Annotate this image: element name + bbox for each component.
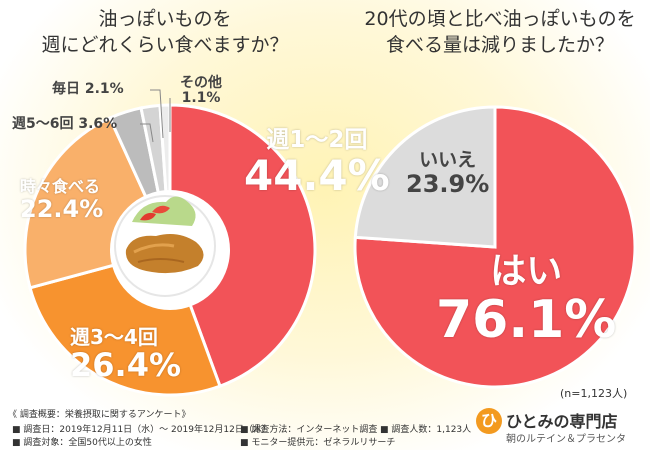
question-2-title: 20代の頃と比べ油っぽいものを 食べる量は減りましたか？ bbox=[350, 6, 650, 58]
slice-label-weekly-1-2: 週1～2回 44.4% bbox=[244, 127, 390, 201]
slice-label-sometimes: 時々食べる 22.4% bbox=[20, 177, 104, 223]
food-photo bbox=[114, 195, 216, 297]
question-2-line-1: 20代の頃と比べ油っぽいものを bbox=[364, 8, 636, 30]
survey-heading: 《 調査概要：栄養摂取に関するアンケート》 bbox=[8, 410, 191, 420]
survey-summary: 《 調査概要：栄養摂取に関するアンケート》 ■ 調査日：2019年12月11日（… bbox=[0, 404, 650, 450]
pie-chart-reduced bbox=[353, 105, 637, 389]
logo-subtitle: 朝のルテイン＆プラセンタ bbox=[506, 434, 626, 445]
slice-label-weekly-3-4: 週3～4回 26.4% bbox=[70, 325, 182, 384]
question-2-line-2: 食べる量は減りましたか？ bbox=[385, 34, 614, 56]
pie-slice bbox=[168, 103, 317, 389]
brand-logo: ひ ひとみの専門店 朝のルテイン＆プラセンタ bbox=[476, 404, 650, 448]
pie-slice bbox=[353, 105, 497, 249]
sample-size-note: (n=1,123人) bbox=[560, 387, 628, 400]
slice-label-other: その他 1.1% bbox=[180, 75, 222, 107]
survey-method: ■ 調査方法：インターネット調査 bbox=[240, 425, 378, 435]
slice-label-no: いいえ 23.9% bbox=[406, 149, 490, 198]
leader-line-daily bbox=[150, 89, 164, 139]
leader-line-5-6 bbox=[140, 123, 154, 143]
survey-target: ■ 調査対象：全国50代以上の女性 bbox=[12, 438, 152, 448]
survey-count: ■ 調査人数：1,123人 bbox=[380, 425, 472, 435]
slice-label-yes: はい 76.1% bbox=[436, 251, 617, 350]
logo-mark-icon: ひ bbox=[476, 408, 502, 434]
slice-label-daily: 毎日 2.1% bbox=[52, 81, 124, 97]
question-1-line-1: 油っぽいものを bbox=[98, 8, 232, 30]
survey-date: ■ 調査日：2019年12月11日（水）～ 2019年12月12日（木） bbox=[12, 425, 271, 435]
question-1-title: 油っぽいものを 週にどれくらい食べますか？ bbox=[40, 6, 290, 58]
slice-label-weekly-5-6: 週5～6回 3.6% bbox=[12, 116, 118, 132]
survey-provider: ■ モニター提供元：ゼネラルリサーチ bbox=[240, 438, 396, 448]
question-1-line-2: 週にどれくらい食べますか？ bbox=[41, 34, 289, 56]
leader-lines bbox=[140, 89, 171, 143]
logo-name: ひとみの専門店 bbox=[506, 412, 618, 431]
pie-slice bbox=[353, 105, 637, 389]
